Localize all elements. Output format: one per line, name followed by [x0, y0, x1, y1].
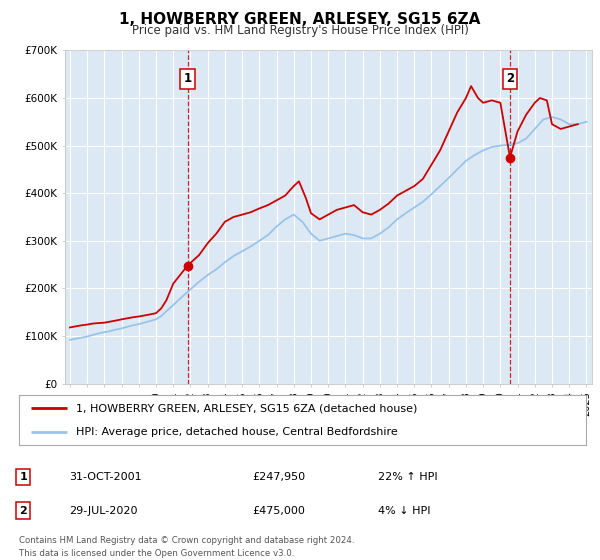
- Text: 4% ↓ HPI: 4% ↓ HPI: [378, 506, 431, 516]
- Text: 31-OCT-2001: 31-OCT-2001: [69, 472, 142, 482]
- Text: 29-JUL-2020: 29-JUL-2020: [69, 506, 137, 516]
- Text: £475,000: £475,000: [252, 506, 305, 516]
- Text: 22% ↑ HPI: 22% ↑ HPI: [378, 472, 437, 482]
- Text: 1: 1: [184, 72, 191, 85]
- Text: Contains HM Land Registry data © Crown copyright and database right 2024.
This d: Contains HM Land Registry data © Crown c…: [19, 536, 355, 558]
- Text: HPI: Average price, detached house, Central Bedfordshire: HPI: Average price, detached house, Cent…: [76, 427, 398, 437]
- Text: 1: 1: [19, 472, 27, 482]
- Text: £247,950: £247,950: [252, 472, 305, 482]
- Text: 1, HOWBERRY GREEN, ARLESEY, SG15 6ZA: 1, HOWBERRY GREEN, ARLESEY, SG15 6ZA: [119, 12, 481, 27]
- Text: Price paid vs. HM Land Registry's House Price Index (HPI): Price paid vs. HM Land Registry's House …: [131, 24, 469, 36]
- Text: 2: 2: [19, 506, 27, 516]
- Text: 1, HOWBERRY GREEN, ARLESEY, SG15 6ZA (detached house): 1, HOWBERRY GREEN, ARLESEY, SG15 6ZA (de…: [76, 403, 417, 413]
- Text: 2: 2: [506, 72, 514, 85]
